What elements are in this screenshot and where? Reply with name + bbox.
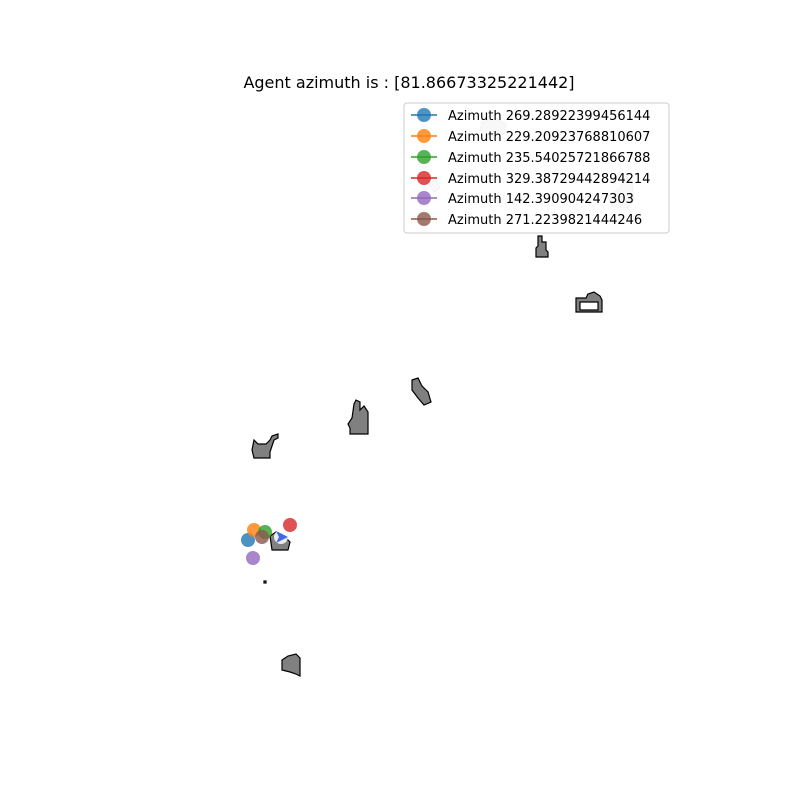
obstacle-4 xyxy=(347,399,369,435)
obstacle-5 xyxy=(251,433,279,459)
agent-arrow-icon xyxy=(276,531,288,543)
legend-marker xyxy=(417,171,431,185)
point-azimuth-4 xyxy=(283,518,297,532)
legend-label: Azimuth 271.2239821444246 xyxy=(448,213,642,228)
legend-entries: Azimuth 269.28922399456144 Azimuth 229.2… xyxy=(411,108,650,228)
obstacle-2 xyxy=(575,291,603,313)
legend-entry: Azimuth 271.2239821444246 xyxy=(411,212,642,228)
legend-label: Azimuth 235.54025721866788 xyxy=(448,151,650,166)
legend-marker xyxy=(417,108,431,122)
sample-points xyxy=(241,518,297,565)
legend-entry: Azimuth 229.20923768810607 xyxy=(411,129,650,145)
legend-box xyxy=(403,102,670,234)
obstacle-1 xyxy=(535,235,549,258)
point-azimuth-5 xyxy=(246,551,260,565)
obstacle-dot xyxy=(263,580,267,584)
legend-label: Azimuth 229.20923768810607 xyxy=(448,130,650,145)
obstacle-3 xyxy=(411,377,432,406)
legend-label: Azimuth 329.38729442894214 xyxy=(448,172,650,187)
legend-marker xyxy=(417,212,431,226)
legend-entry: Azimuth 235.54025721866788 xyxy=(411,150,650,166)
legend-label: Azimuth 269.28922399456144 xyxy=(448,109,650,124)
obstacle-7 xyxy=(281,653,301,677)
point-azimuth-6 xyxy=(255,530,269,544)
legend: Azimuth 269.28922399456144 Azimuth 229.2… xyxy=(403,102,670,234)
legend-entry: Azimuth 142.390904247303 xyxy=(411,191,634,207)
legend-label: Azimuth 142.390904247303 xyxy=(448,192,634,207)
legend-marker xyxy=(417,150,431,164)
agent-marker xyxy=(274,530,288,544)
legend-entry: Azimuth 269.28922399456144 xyxy=(411,108,650,124)
legend-entry: Azimuth 329.38729442894214 xyxy=(411,171,650,187)
legend-marker xyxy=(417,129,431,143)
legend-marker xyxy=(417,191,431,205)
chart-title: Agent azimuth is : [81.86673325221442] xyxy=(243,73,574,92)
